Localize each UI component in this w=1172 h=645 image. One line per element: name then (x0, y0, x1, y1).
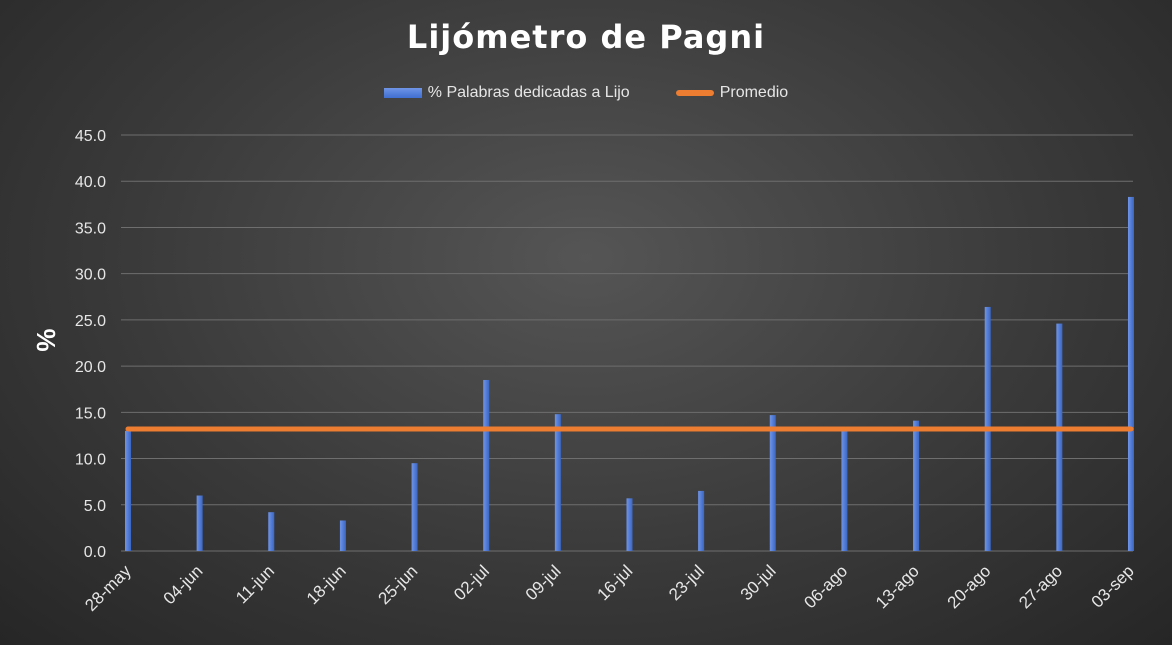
x-tick-label: 06-ago (800, 561, 851, 612)
y-tick-label: 20.0 (75, 359, 106, 376)
legend-item-average: Promedio (675, 84, 789, 102)
x-tick-label: 13-ago (872, 561, 923, 612)
bar (196, 495, 203, 551)
x-tick-label: 25-jun (375, 561, 422, 608)
legend-swatch-average (675, 90, 714, 96)
chart-legend: % Palabras dedicadas a Lijo Promedio (0, 84, 1172, 102)
y-axis-label: % (31, 328, 61, 352)
bar (1128, 196, 1134, 551)
bar (339, 520, 346, 551)
x-tick-label: 20-ago (944, 561, 995, 612)
bar (554, 414, 561, 551)
bar (769, 415, 776, 551)
bar (1056, 323, 1063, 551)
bar-series (125, 196, 1134, 551)
gridlines (121, 134, 1133, 552)
x-tick-label: 03-sep (1088, 561, 1138, 611)
y-tick-label: 0.0 (84, 544, 106, 561)
chart-title: Lijómetro de Pagni (406, 18, 766, 56)
y-tick-label: 40.0 (75, 174, 106, 191)
bar (268, 512, 275, 551)
x-tick-label: 27-ago (1015, 561, 1066, 612)
legend-item-bars: % Palabras dedicadas a Lijo (383, 84, 630, 102)
bar (483, 379, 490, 551)
x-axis-tick-labels: 28-may 04-jun 11-jun 18-jun 25-jun 02-jul 09-j… (81, 561, 1138, 615)
bar (913, 420, 920, 551)
x-tick-label: 02-jul (450, 561, 493, 604)
y-tick-label: 10.0 (75, 452, 106, 469)
x-tick-label: 16-jul (593, 561, 636, 604)
legend-label-average: Promedio (719, 84, 789, 101)
legend-swatch-bars (383, 88, 422, 98)
x-tick-label: 11-jun (232, 561, 278, 607)
legend-label-bars: % Palabras dedicadas a Lijo (427, 84, 630, 101)
y-tick-label: 15.0 (75, 405, 106, 422)
y-tick-label: 30.0 (75, 267, 106, 284)
bar (626, 498, 633, 551)
y-tick-label: 35.0 (75, 220, 106, 237)
y-tick-label: 5.0 (84, 498, 106, 515)
x-tick-label: 09-jul (522, 561, 565, 604)
x-tick-label: 23-jul (665, 561, 708, 604)
x-tick-label: 18-jun (303, 561, 350, 608)
bar (698, 490, 705, 551)
bar (411, 463, 418, 551)
x-tick-label: 28-may (81, 561, 135, 615)
x-tick-label: 30-jul (737, 561, 780, 604)
y-axis-tick-labels: 0.0 5.0 10.0 15.0 20.0 25.0 30.0 35.0 40.0 45.0 (75, 128, 106, 561)
x-tick-label: 04-jun (160, 561, 207, 608)
bar (125, 430, 131, 551)
y-tick-label: 25.0 (75, 313, 106, 330)
bar (841, 430, 848, 551)
y-tick-label: 45.0 (75, 128, 106, 145)
